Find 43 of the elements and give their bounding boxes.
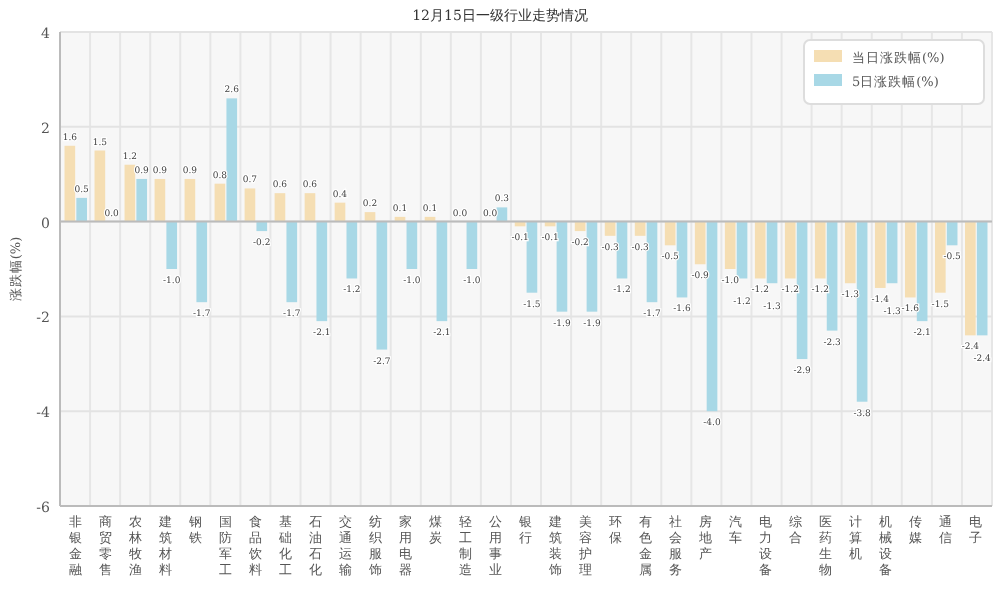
bar (304, 193, 316, 222)
bar (286, 221, 298, 303)
bar (94, 150, 106, 222)
bar (766, 221, 778, 284)
bar (856, 221, 868, 402)
bar (316, 221, 328, 322)
bar (706, 221, 718, 412)
bar (646, 221, 658, 303)
bar (964, 221, 976, 336)
bar (64, 145, 76, 222)
bar (196, 221, 208, 303)
bar (184, 178, 196, 222)
bar (214, 183, 226, 222)
bar (466, 221, 478, 269)
bar (724, 221, 736, 269)
bar (904, 221, 916, 298)
bar (976, 221, 988, 336)
bar (76, 197, 88, 222)
bar (346, 221, 358, 279)
bar (814, 221, 826, 279)
bar (376, 221, 388, 350)
bar (124, 164, 136, 222)
bar (154, 178, 166, 222)
bar (136, 178, 148, 222)
bar (526, 221, 538, 293)
bar (784, 221, 796, 279)
bar (754, 221, 766, 279)
bar (844, 221, 856, 284)
bar (694, 221, 706, 265)
bar (796, 221, 808, 360)
bar (916, 221, 928, 322)
bar (166, 221, 178, 269)
bar (244, 188, 256, 222)
bar (436, 221, 448, 322)
bar (586, 221, 598, 312)
bar (274, 193, 286, 222)
bar (886, 221, 898, 284)
bar (826, 221, 838, 331)
bar (934, 221, 946, 293)
bar (556, 221, 568, 312)
bar (406, 221, 418, 269)
bar (874, 221, 886, 288)
bar (226, 98, 238, 222)
